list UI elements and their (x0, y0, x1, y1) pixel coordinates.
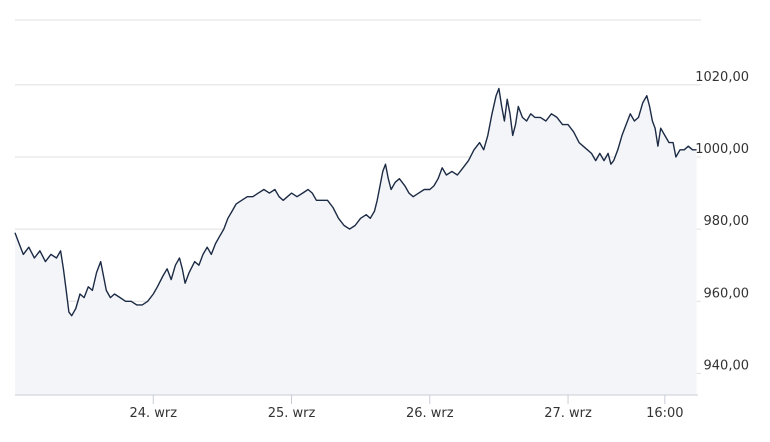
y-tick-label: 940,00 (704, 358, 750, 373)
x-tick-label: 26. wrz (406, 406, 454, 421)
series-line[interactable] (14, 87, 697, 317)
y-tick-label: 960,00 (704, 286, 750, 301)
y-tick-label: 1020,00 (695, 70, 749, 85)
x-tick-label: 24. wrz (129, 406, 177, 421)
y-axis-labels: 940,00 960,00 980,00 1000,00 1020,00 (695, 70, 749, 373)
series-area-fill (15, 88, 697, 395)
x-tick-label: 27. wrz (544, 406, 592, 421)
x-tick-label: 25. wrz (268, 406, 316, 421)
y-tick-label: 1000,00 (695, 142, 749, 157)
y-tick-label: 980,00 (704, 214, 750, 229)
x-axis-labels: 24. wrz 25. wrz 26. wrz 27. wrz 16:00 (129, 395, 684, 421)
x-tick-label: 16:00 (646, 406, 683, 421)
